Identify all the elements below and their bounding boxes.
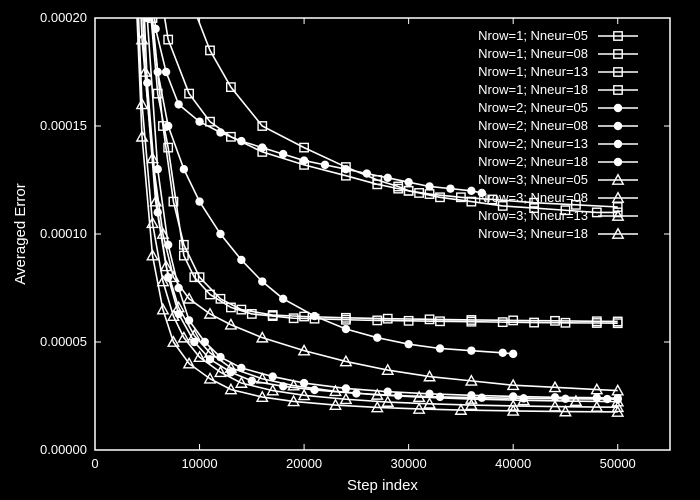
legend-label: Nrow=3; Nneur=08 <box>478 190 588 205</box>
x-tick-label: 0 <box>91 456 98 471</box>
y-tick-label: 0.00005 <box>40 334 87 349</box>
x-tick-label: 30000 <box>391 456 427 471</box>
y-tick-label: 0.00010 <box>40 226 87 241</box>
x-tick-label: 10000 <box>181 456 217 471</box>
series-line <box>137 0 482 193</box>
legend-label: Nrow=1; Nneur=08 <box>478 46 588 61</box>
y-tick-label: 0.00015 <box>40 118 87 133</box>
legend-label: Nrow=2; Nneur=13 <box>478 136 588 151</box>
legend-label: Nrow=2; Nneur=18 <box>478 154 588 169</box>
x-tick-label: 40000 <box>495 456 531 471</box>
legend-label: Nrow=2; Nneur=08 <box>478 118 588 133</box>
legend-label: Nrow=1; Nneur=13 <box>478 64 588 79</box>
y-tick-label: 0.00020 <box>40 10 87 25</box>
x-tick-label: 50000 <box>600 456 636 471</box>
y-axis-label: Averaged Error <box>12 183 29 284</box>
x-axis-label: Step index <box>347 477 418 494</box>
legend-label: Nrow=3; Nneur=13 <box>478 208 588 223</box>
legend-label: Nrow=2; Nneur=05 <box>478 100 588 115</box>
legend-label: Nrow=1; Nneur=18 <box>478 82 588 97</box>
series-line <box>132 0 618 412</box>
legend-label: Nrow=3; Nneur=05 <box>478 172 588 187</box>
y-tick-label: 0.00000 <box>40 442 87 457</box>
legend-label: Nrow=1; Nneur=05 <box>478 28 588 43</box>
legend-label: Nrow=3; Nneur=18 <box>478 226 588 241</box>
error-vs-step-chart: 0 10000 20000 30000 40000 50000 0.00000 0.00005… <box>0 0 700 500</box>
x-tick-label: 20000 <box>286 456 322 471</box>
